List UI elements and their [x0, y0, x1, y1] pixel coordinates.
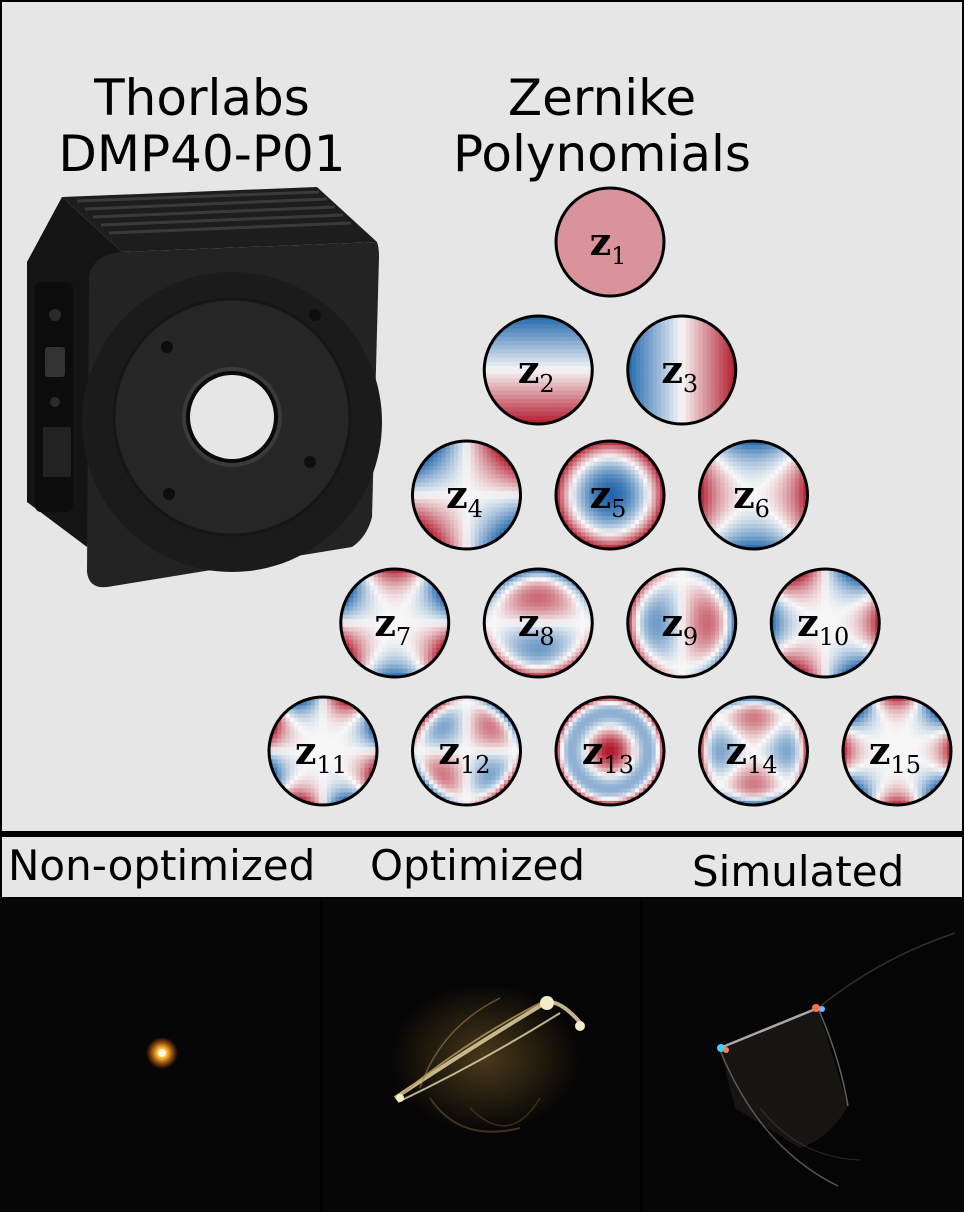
zernike-label-14: z14: [725, 728, 777, 779]
zernike-outline-8: [482, 567, 594, 679]
device-title-line2: DMP40-P01: [58, 125, 346, 183]
zernike-overview-panel: Thorlabs DMP40-P01 Zernike Polynomials z…: [0, 0, 964, 833]
zernike-outline-3: [626, 314, 738, 426]
zernike-title-line2: Polynomials: [453, 125, 751, 183]
zernike-map-10: [771, 569, 880, 677]
zernike-label-13: z13: [582, 728, 634, 779]
device-title: Thorlabs DMP40-P01: [22, 70, 382, 182]
zernike-outline-15: [841, 695, 953, 807]
zernike-mode-10: z10: [769, 567, 881, 679]
zernike-mode-6: z6: [698, 439, 809, 551]
zernike-mode-7: z7: [339, 567, 451, 679]
zernike-outline-2: [482, 314, 594, 426]
zernike-label-2: z2: [518, 347, 555, 398]
zernike-outline-12: [411, 695, 522, 807]
zernike-mode-5: z5: [554, 439, 666, 551]
render-label-bar: Non-optimized Optimized Simulated: [0, 835, 964, 899]
zernike-label-8: z8: [518, 600, 555, 651]
zernike-outline-14: [698, 695, 809, 807]
zernike-mode-12: z12: [411, 695, 522, 807]
zernike-mode-3: z3: [626, 314, 738, 426]
zernike-label-4: z4: [446, 472, 483, 523]
zernike-outline-7: [339, 567, 451, 679]
zernike-mode-13: z13: [554, 695, 666, 807]
zernike-label-1: z1: [590, 219, 627, 270]
zernike-outline-4: [411, 439, 522, 551]
label-optimized: Optimized: [370, 841, 585, 890]
zernike-outline-1: [554, 186, 666, 298]
device-title-line1: Thorlabs: [94, 69, 310, 127]
zernike-mode-1: z1: [554, 186, 666, 298]
zernike-outline-10: [769, 567, 881, 679]
zernike-label-15: z15: [869, 728, 921, 779]
zernike-outline-11: [267, 695, 379, 807]
zernike-label-12: z12: [438, 728, 490, 779]
zernike-label-11: z11: [295, 728, 347, 779]
zernike-mode-8: z8: [482, 567, 594, 679]
render-optimized: [322, 898, 640, 1212]
zernike-label-5: z5: [590, 472, 627, 523]
zernike-mode-4: z4: [411, 439, 522, 551]
render-simulated: [642, 898, 964, 1212]
zernike-outline-13: [554, 695, 666, 807]
zernike-title-line1: Zernike: [507, 69, 697, 127]
zernike-outline-5: [554, 439, 666, 551]
render-non-optimized: [0, 898, 320, 1212]
zernike-label-9: z9: [661, 600, 698, 651]
zernike-pyramid: z1 z2 z3 z4 z5 z6 z7 z8 z9 z10 z11 z12 z13 z14 z15: [267, 186, 953, 807]
zernike-mode-9: z9: [626, 567, 738, 679]
zernike-label-6: z6: [733, 472, 770, 523]
zernike-mode-14: z14: [698, 695, 809, 807]
zernike-title: Zernike Polynomials: [432, 70, 772, 182]
zernike-label-10: z10: [797, 600, 849, 651]
zernike-mode-15: z15: [841, 695, 953, 807]
zernike-outline-6: [698, 439, 809, 551]
render-strip: [0, 898, 964, 1212]
label-simulated: Simulated: [692, 847, 905, 896]
zernike-mode-2: z2: [482, 314, 594, 426]
zernike-label-3: z3: [661, 347, 698, 398]
deformable-mirror-photo: [27, 187, 382, 588]
zernike-outline-9: [626, 567, 738, 679]
label-non-optimized: Non-optimized: [8, 841, 316, 890]
zernike-mode-11: z11: [267, 695, 379, 807]
zernike-label-7: z7: [374, 600, 411, 651]
